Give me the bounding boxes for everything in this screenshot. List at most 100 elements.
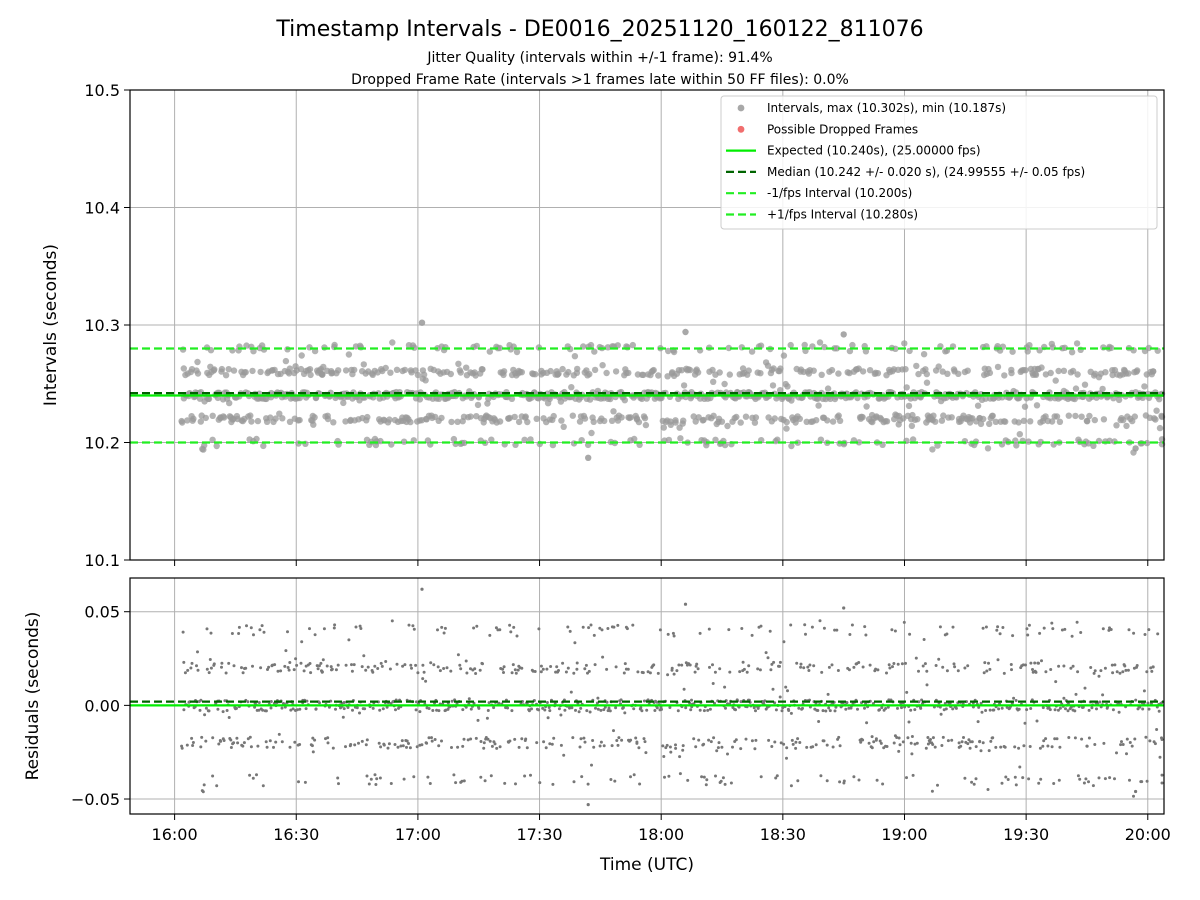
interval-point (1022, 367, 1029, 374)
interval-point (1065, 412, 1073, 419)
residual-point (334, 668, 338, 672)
residual-point (1018, 765, 1022, 769)
interval-point (677, 435, 684, 442)
residual-point (510, 709, 514, 713)
interval-point (524, 418, 531, 426)
interval-point (547, 367, 554, 375)
residual-point (503, 781, 507, 785)
residual-point (1033, 661, 1037, 665)
residual-point (591, 739, 595, 742)
interval-point (724, 422, 731, 430)
interval-point (249, 367, 256, 375)
interval-point (828, 366, 836, 374)
residual-point (830, 663, 834, 667)
interval-point (591, 348, 598, 355)
residual-point (821, 709, 825, 713)
interval-point (345, 351, 353, 358)
residual-point (917, 669, 920, 673)
residual-point (789, 711, 793, 715)
residual-point (414, 708, 418, 712)
residual-point (900, 706, 903, 710)
residual-point (981, 626, 985, 630)
interval-point (324, 415, 332, 423)
residual-point (615, 739, 619, 742)
residual-point (336, 776, 340, 780)
residual-point (388, 667, 392, 671)
residual-point (249, 745, 253, 749)
residual-point (196, 668, 200, 672)
residual-point (498, 745, 502, 749)
residual-point (302, 669, 306, 673)
residual-point (914, 656, 918, 660)
interval-point (320, 363, 327, 371)
residual-point (1014, 783, 1018, 787)
residual-point (646, 670, 650, 674)
bottom-y-tick-label: 0.00 (84, 696, 120, 715)
interval-point (829, 418, 837, 425)
residual-point (875, 778, 879, 782)
residual-point (393, 743, 397, 746)
residual-point (1038, 631, 1042, 635)
residual-point (982, 671, 986, 675)
residual-point (660, 707, 663, 711)
interval-point (726, 371, 733, 378)
residual-point (199, 698, 203, 702)
residual-point (870, 735, 874, 739)
residual-point (1011, 634, 1015, 638)
residual-point (1062, 696, 1066, 700)
residual-point (403, 663, 407, 667)
residual-point (904, 661, 907, 665)
residual-point (414, 663, 418, 667)
residual-point (248, 773, 252, 777)
residual-point (658, 628, 662, 632)
residual-point (764, 651, 768, 655)
residual-point (1126, 668, 1130, 672)
residual-point (557, 707, 561, 711)
residual-point (987, 749, 991, 753)
residual-point (896, 662, 900, 666)
residual-point (804, 632, 807, 636)
residual-point (412, 775, 416, 779)
residual-point (386, 746, 390, 750)
residual-point (1006, 778, 1010, 781)
residual-point (190, 661, 194, 665)
interval-point (625, 369, 632, 377)
interval-point (757, 342, 765, 349)
interval-point (467, 413, 474, 420)
residual-point (313, 633, 317, 637)
residual-point (998, 632, 1002, 636)
residual-point (227, 716, 231, 719)
top-y-tick-label: 10.2 (84, 434, 120, 453)
residual-point (844, 707, 848, 711)
residual-point (1075, 620, 1079, 624)
residual-point (529, 773, 532, 777)
residual-point (768, 629, 772, 633)
residual-point (609, 778, 613, 781)
interval-point (801, 341, 808, 349)
interval-point (855, 439, 863, 446)
residual-point (492, 706, 496, 710)
interval-point (944, 370, 951, 377)
residual-point (606, 627, 610, 630)
residual-point (421, 663, 425, 667)
residual-point (570, 706, 574, 710)
residual-point (261, 708, 265, 712)
interval-point (243, 342, 250, 349)
residual-point (908, 632, 912, 636)
interval-point (1008, 369, 1015, 377)
residual-point (616, 623, 620, 627)
residual-point (288, 745, 292, 749)
residual-point (311, 736, 315, 740)
residual-point (833, 628, 837, 632)
interval-point (989, 412, 996, 419)
residual-point (896, 706, 899, 710)
interval-point (1152, 416, 1159, 423)
interval-point (1081, 381, 1089, 388)
residual-point (227, 661, 231, 665)
interval-point (1100, 416, 1108, 423)
interval-point (327, 389, 334, 396)
residual-point (294, 657, 298, 661)
residual-point (373, 664, 377, 668)
residual-point (450, 746, 453, 749)
residual-point (183, 671, 187, 675)
